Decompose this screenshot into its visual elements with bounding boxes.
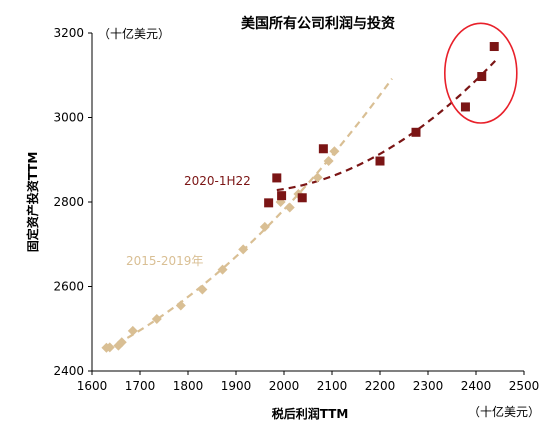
data-point-diamond	[238, 244, 249, 255]
x-tick-label: 2500	[509, 379, 540, 393]
data-point-square	[477, 72, 487, 82]
x-axis-title: 税后利润TTM	[272, 406, 349, 421]
highlight-ellipse	[443, 22, 518, 124]
x-tick-label: 2300	[413, 379, 444, 393]
data-point-square	[264, 198, 274, 208]
trendline-series-0	[105, 78, 393, 351]
y-tick-label: 2800	[53, 195, 84, 209]
data-point-square	[460, 102, 470, 112]
points-layer	[101, 42, 499, 353]
data-point-diamond	[323, 156, 334, 167]
trend-layer	[105, 60, 496, 351]
y-axis-title: 固定资产投资TTM	[25, 152, 40, 253]
y-tick-label: 2400	[53, 364, 84, 378]
data-point-square	[297, 193, 307, 203]
y-tick-label: 3000	[53, 111, 84, 125]
x-tick-label: 1900	[221, 379, 252, 393]
data-point-diamond	[116, 337, 127, 348]
x-unit-label: （十亿美元）	[468, 404, 540, 419]
x-tick-label: 2400	[461, 379, 492, 393]
y-tick-label: 2600	[53, 280, 84, 294]
data-point-diamond	[151, 314, 162, 325]
data-point-square	[489, 42, 499, 52]
x-tick-label: 2000	[269, 379, 300, 393]
data-point-square	[318, 144, 328, 154]
chart-title: 美国所有公司利润与投资	[241, 15, 395, 32]
data-point-diamond	[284, 202, 295, 213]
series-label-2015-2019: 2015-2019年	[126, 254, 203, 268]
data-point-square	[411, 127, 421, 137]
data-point-square	[272, 173, 282, 183]
x-tick-label: 1700	[125, 379, 156, 393]
x-tick-label: 1800	[173, 379, 204, 393]
trendline-series-1	[276, 60, 496, 192]
data-point-diamond	[197, 284, 208, 295]
ticks-layer: 1600 1700 1800 1900 2000 2100 2200 2300 2400 2500…	[53, 26, 539, 393]
x-tick-label: 2100	[317, 379, 348, 393]
data-point-diamond	[104, 342, 115, 353]
data-point-diamond	[312, 172, 323, 183]
x-tick-label: 1600	[77, 379, 108, 393]
data-point-diamond	[329, 146, 340, 157]
data-point-diamond	[175, 300, 186, 311]
data-point-square	[375, 156, 385, 166]
data-point-diamond	[127, 325, 138, 336]
y-tick-label: 3200	[53, 26, 84, 40]
series-label-2020-1h22: 2020-1H22	[184, 174, 251, 188]
data-point-square	[277, 191, 287, 201]
data-point-diamond	[259, 221, 270, 232]
x-tick-label: 2200	[365, 379, 396, 393]
data-point-diamond	[217, 264, 228, 275]
y-unit-label: （十亿美元）	[98, 26, 170, 41]
annotation-layer	[443, 22, 518, 124]
